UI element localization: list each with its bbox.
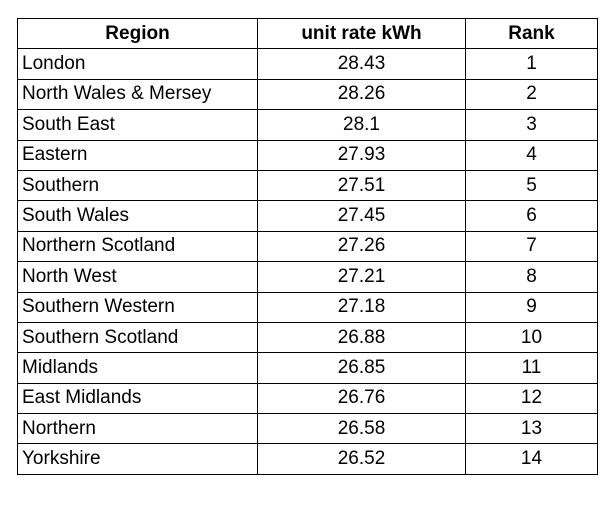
rate-cell: 27.93 — [257, 139, 466, 171]
region-cell: London — [17, 48, 258, 80]
table-row: Yorkshire 26.52 14 — [17, 443, 598, 475]
rank-cell: 9 — [465, 291, 598, 323]
rank-cell: 4 — [465, 139, 598, 171]
rate-cell: 27.21 — [257, 261, 466, 293]
table-body: London 28.43 1 North Wales & Mersey 28.26 2 So… — [17, 48, 598, 475]
region-cell: Southern Scotland — [17, 321, 258, 354]
table-row: East Midlands 26.76 12 — [17, 382, 598, 415]
region-cell: South East — [17, 109, 258, 141]
rank-cell: 8 — [465, 261, 598, 293]
table-row: London 28.43 1 — [17, 48, 598, 80]
rate-cell: 26.52 — [257, 443, 466, 475]
table-row: Northern Scotland 27.26 7 — [17, 230, 598, 263]
rank-cell: 2 — [465, 78, 598, 111]
region-cell: Yorkshire — [17, 443, 258, 475]
region-cell: Southern Western — [17, 291, 258, 323]
rate-cell: 26.58 — [257, 413, 466, 445]
table-row: North Wales & Mersey 28.26 2 — [17, 78, 598, 111]
rank-cell: 5 — [465, 169, 598, 202]
table-row: North West 27.21 8 — [17, 261, 598, 293]
region-cell: Northern Scotland — [17, 230, 258, 263]
region-cell: North Wales & Mersey — [17, 78, 258, 111]
region-cell: Southern — [17, 169, 258, 202]
rate-cell: 27.18 — [257, 291, 466, 323]
rate-cell: 26.76 — [257, 382, 466, 415]
rank-cell: 11 — [465, 352, 598, 384]
header-cell: Rank — [465, 17, 598, 50]
table-row: Northern 26.58 13 — [17, 413, 598, 445]
header-cell: Region — [17, 17, 258, 50]
region-cell: Midlands — [17, 352, 258, 384]
table-row: Southern 27.51 5 — [17, 169, 598, 202]
data-table: Region unit rate kWh Rank London 28.43 1 Nort… — [17, 17, 598, 475]
region-cell: South Wales — [17, 200, 258, 232]
rate-cell: 27.51 — [257, 169, 466, 202]
rate-cell: 26.88 — [257, 321, 466, 354]
rank-cell: 1 — [465, 48, 598, 80]
rate-cell: 26.85 — [257, 352, 466, 384]
region-cell: Eastern — [17, 139, 258, 171]
table-row: Southern Scotland 26.88 10 — [17, 321, 598, 354]
region-cell: East Midlands — [17, 382, 258, 415]
table-row: Midlands 26.85 11 — [17, 352, 598, 384]
rank-cell: 10 — [465, 321, 598, 354]
region-cell: North West — [17, 261, 258, 293]
rate-cell: 27.45 — [257, 200, 466, 232]
table-row: South East 28.1 3 — [17, 109, 598, 141]
rank-cell: 13 — [465, 413, 598, 445]
table-row: Southern Western 27.18 9 — [17, 291, 598, 323]
table-row: Eastern 27.93 4 — [17, 139, 598, 171]
rank-cell: 12 — [465, 382, 598, 415]
rank-cell: 7 — [465, 230, 598, 263]
header-cell: unit rate kWh — [257, 17, 466, 50]
rank-cell: 14 — [465, 443, 598, 475]
region-cell: Northern — [17, 413, 258, 445]
table-row: South Wales 27.45 6 — [17, 200, 598, 232]
rank-cell: 6 — [465, 200, 598, 232]
rate-cell: 28.1 — [257, 109, 466, 141]
rate-cell: 27.26 — [257, 230, 466, 263]
header-row: Region unit rate kWh Rank — [17, 17, 598, 50]
rate-cell: 28.26 — [257, 78, 466, 111]
rank-cell: 3 — [465, 109, 598, 141]
rate-cell: 28.43 — [257, 48, 466, 80]
